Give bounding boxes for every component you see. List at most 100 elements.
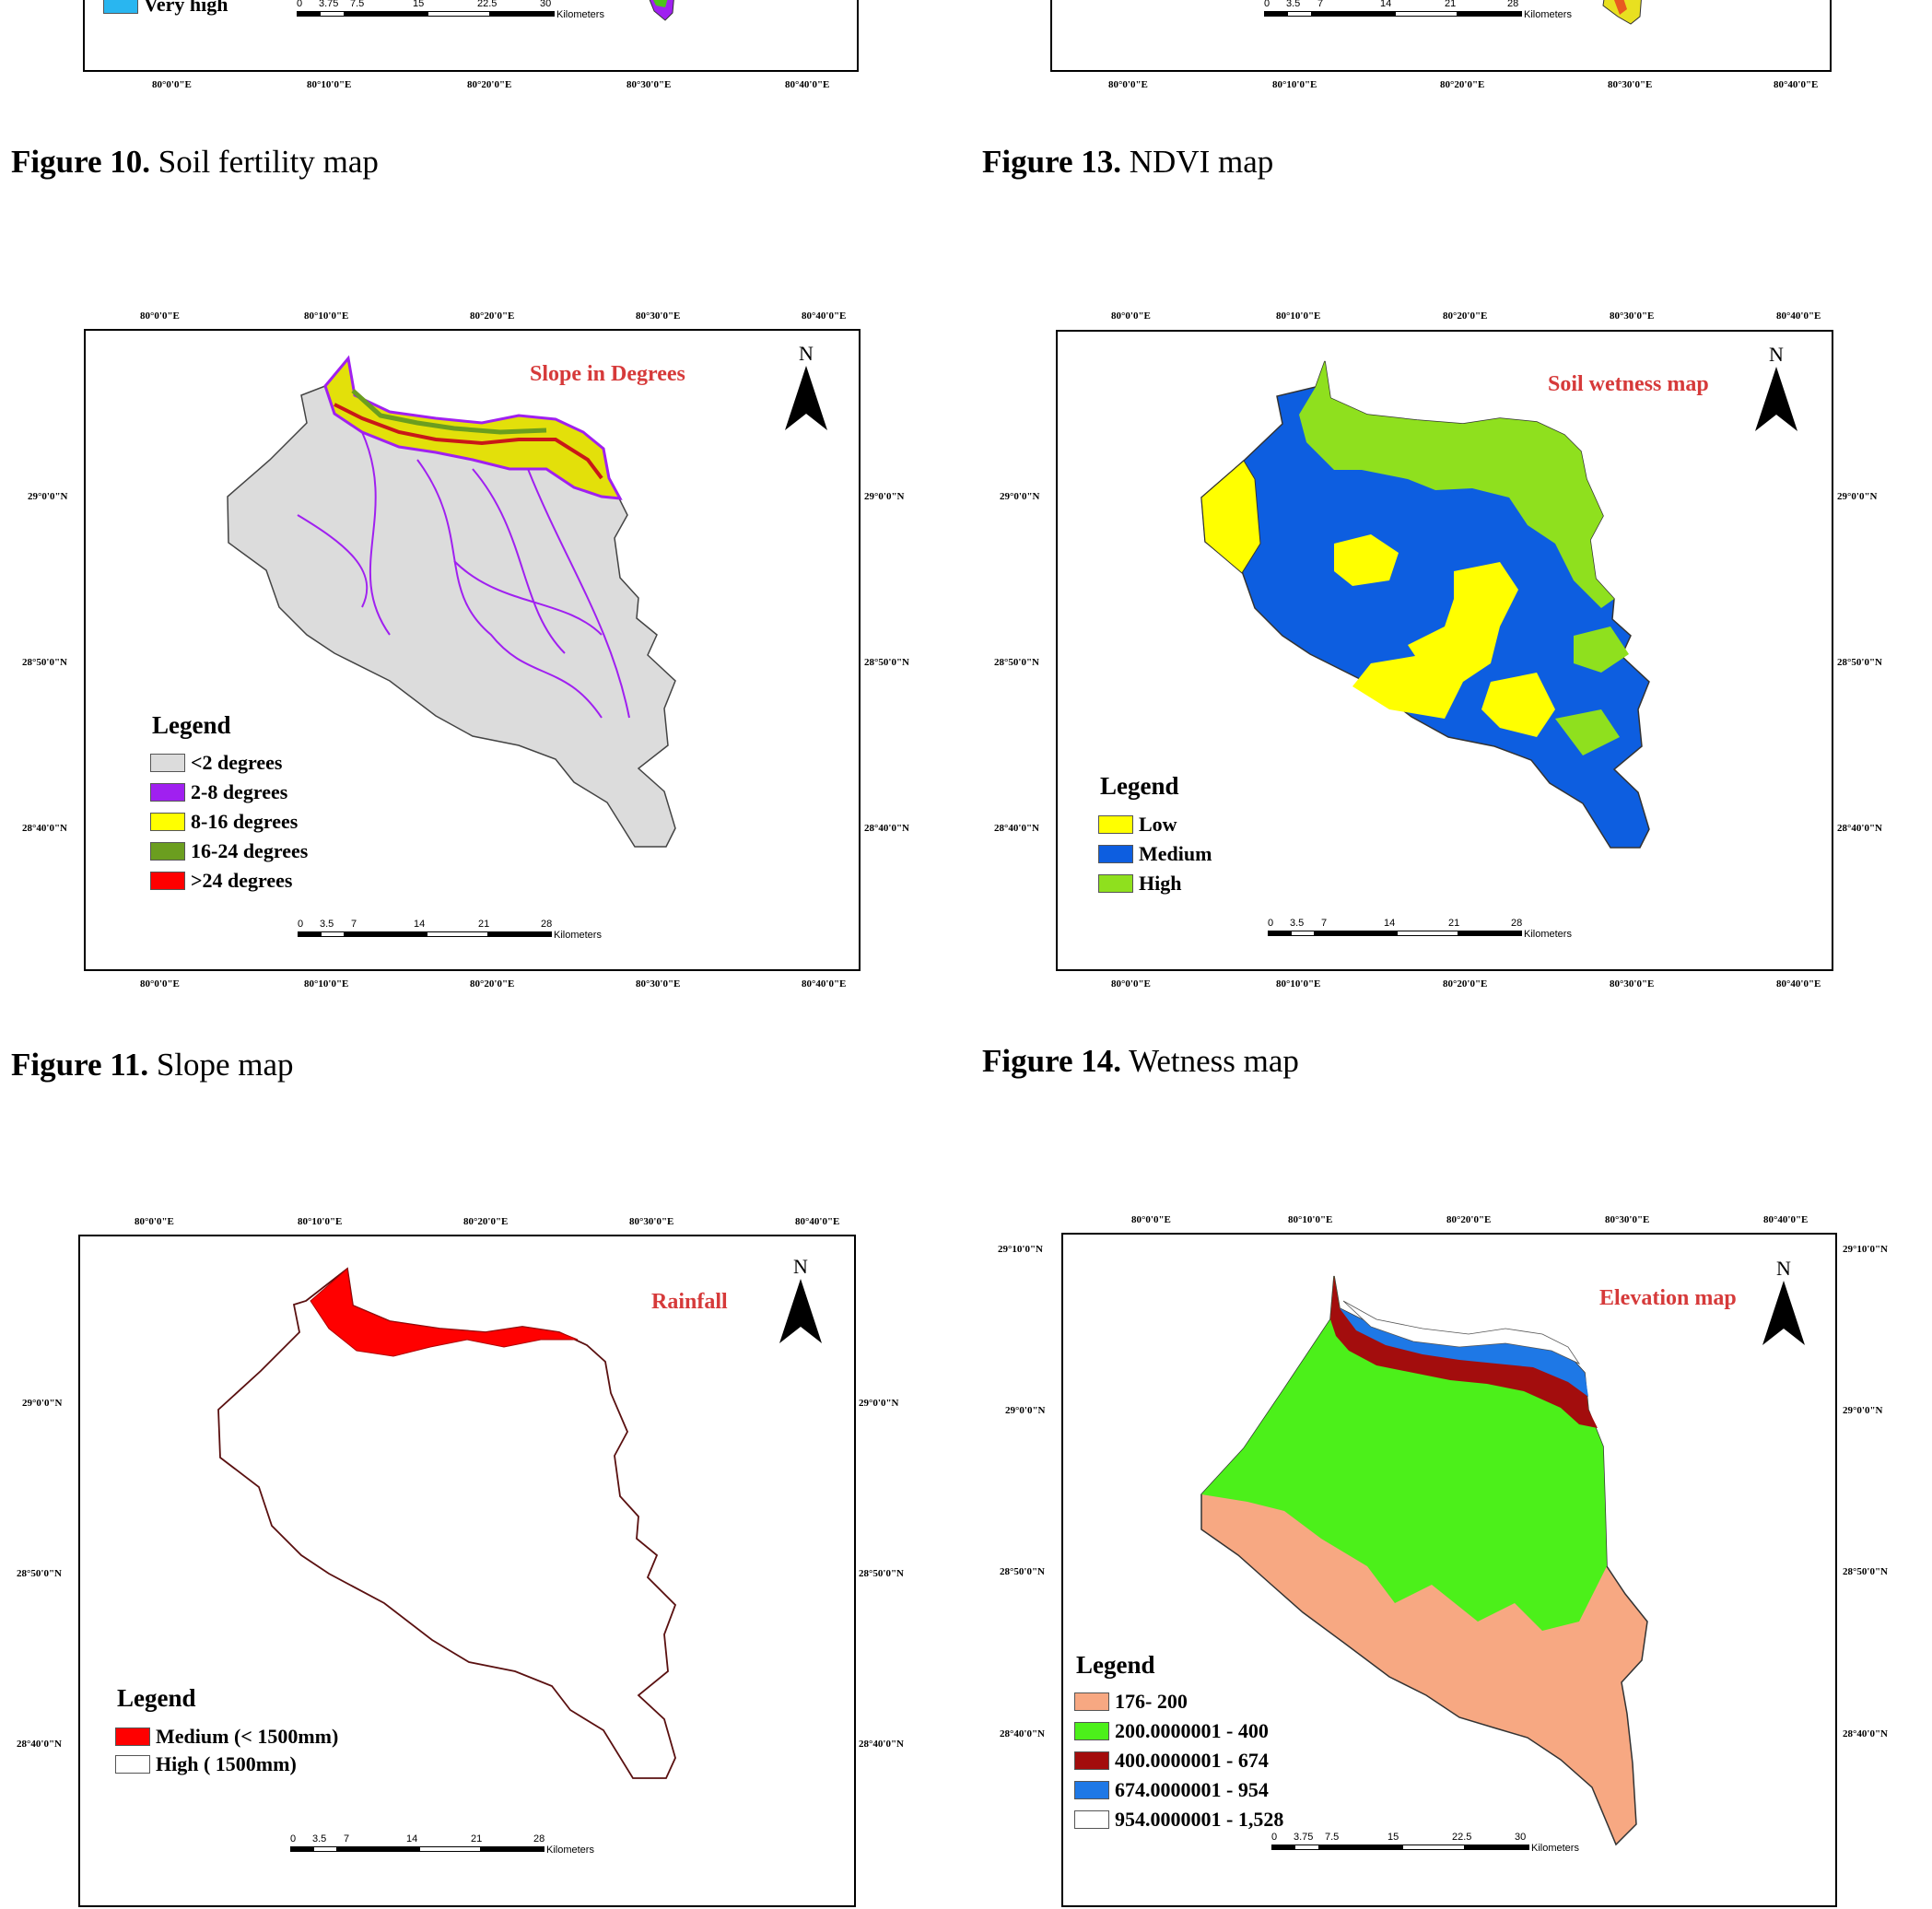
elevation-legend-item: 200.0000001 - 400 (1074, 1719, 1269, 1743)
figure-13-caption: Figure 13. NDVI map (982, 144, 1274, 180)
lat-tick: 29°0'0"N (859, 1398, 899, 1409)
figure-14-caption: Figure 14. Wetness map (982, 1043, 1299, 1079)
lon-tick: 80°30'0"E (1610, 978, 1655, 990)
figure-11-caption: Figure 11. Slope map (11, 1047, 294, 1083)
scale-unit: Kilometers (1531, 1843, 1579, 1854)
north-arrow-icon (1755, 367, 1797, 431)
scale-label: 15 (413, 0, 425, 9)
slope-legend-item: <2 degrees (150, 751, 283, 775)
lon-tick: 80°0'0"E (1131, 1214, 1171, 1225)
lat-tick: 28°50'0"N (859, 1568, 905, 1579)
scale-label: 0 (290, 1833, 297, 1845)
rainfall-district-polygon (217, 1267, 677, 1779)
fig10-legend-item: Very high (103, 0, 228, 17)
elevation-legend-item: 176- 200 (1074, 1690, 1188, 1714)
scale-label: 0 (298, 919, 304, 930)
wetness-legend-title: Legend (1100, 772, 1179, 800)
scale-label: 7.5 (1325, 1832, 1340, 1843)
scale-label: 7 (344, 1833, 350, 1845)
lon-tick: 80°10'0"E (1276, 310, 1321, 322)
scale-label: 0 (1264, 0, 1270, 9)
scale-label: 30 (1515, 1832, 1527, 1843)
scale-label: 21 (1448, 918, 1460, 929)
scale-label: 14 (1380, 0, 1392, 9)
scale-label: 0 (297, 0, 303, 9)
slope-legend-item: 2-8 degrees (150, 780, 287, 804)
scale-numbers: 0 3.75 7.5 15 22.5 30 (297, 0, 555, 11)
slope-legend-title: Legend (152, 711, 231, 739)
lon-tick: 80°30'0"E (626, 79, 672, 90)
lat-tick: 29°0'0"N (22, 1398, 63, 1409)
scale-label: 3.5 (1286, 0, 1301, 9)
north-arrow: N (1761, 1257, 1807, 1349)
wetness-legend-item: Low (1098, 813, 1177, 837)
scale-label: 14 (406, 1833, 418, 1845)
lat-tick: 29°0'0"N (28, 491, 68, 502)
fig13-map-frame: 0 3.5 7 14 21 28 Kilometers (1050, 0, 1832, 72)
wetness-legend-item: Medium (1098, 842, 1212, 866)
elevation-legend-item: 954.0000001 - 1,528 (1074, 1808, 1283, 1832)
lon-tick: 80°30'0"E (1605, 1214, 1650, 1225)
lat-tick: 28°40'0"N (859, 1739, 905, 1750)
lon-tick: 80°40'0"E (1776, 978, 1821, 990)
rainfall-map-title: Rainfall (651, 1290, 728, 1314)
north-label: N (793, 1255, 808, 1278)
scale-label: 0 (1271, 1832, 1278, 1843)
lon-tick: 80°10'0"E (1288, 1214, 1333, 1225)
lat-tick: 29°0'0"N (1837, 491, 1878, 502)
elevation-scale-bar: 0 3.75 7.5 15 22.5 30 Kilometers (1271, 1832, 1579, 1854)
scale-label: 28 (1511, 918, 1523, 929)
lon-tick: 80°20'0"E (1440, 79, 1485, 90)
lat-tick: 28°50'0"N (17, 1568, 63, 1579)
elevation-map-title: Elevation map (1599, 1286, 1737, 1310)
scale-label: 30 (540, 0, 552, 9)
lon-tick: 80°40'0"E (802, 978, 847, 990)
rainfall-legend-title: Legend (117, 1684, 196, 1712)
lon-tick: 80°40'0"E (802, 310, 847, 322)
rainfall-map-frame: Rainfall N Legend Medium (< 1500mm) High… (78, 1235, 856, 1907)
lon-tick: 80°10'0"E (298, 1216, 343, 1227)
scale-label: 21 (471, 1833, 483, 1845)
lon-tick: 80°10'0"E (1272, 79, 1317, 90)
legend-swatch (1074, 1751, 1109, 1770)
lat-tick: 28°40'0"N (994, 823, 1040, 834)
lon-tick: 80°30'0"E (636, 978, 681, 990)
north-arrow-icon (785, 366, 827, 430)
scale-label: 0 (1268, 918, 1274, 929)
north-arrow-icon (1762, 1281, 1805, 1345)
lon-tick: 80°40'0"E (1763, 1214, 1809, 1225)
lat-tick: 28°50'0"N (994, 657, 1040, 668)
lon-tick: 80°10'0"E (304, 978, 349, 990)
wetness-map-title: Soil wetness map (1548, 372, 1709, 396)
slope-legend-item: >24 degrees (150, 869, 293, 893)
fig10-legend-swatch (103, 0, 138, 14)
lon-tick: 80°0'0"E (135, 1216, 174, 1227)
scale-label: 3.75 (1294, 1832, 1314, 1843)
elevation-legend-item: 400.0000001 - 674 (1074, 1749, 1269, 1773)
legend-swatch (1098, 874, 1133, 893)
figure-10-caption: Figure 10. Soil fertility map (11, 144, 379, 180)
lat-tick: 28°40'0"N (864, 823, 910, 834)
legend-swatch (1098, 845, 1133, 863)
slope-district-polygon (227, 355, 676, 848)
lat-tick: 28°50'0"N (1837, 657, 1883, 668)
scale-label: 22.5 (1452, 1832, 1472, 1843)
legend-swatch (1074, 1692, 1109, 1711)
lon-tick: 80°10'0"E (307, 79, 352, 90)
north-arrow: N (783, 342, 829, 434)
legend-swatch (1098, 815, 1133, 834)
scale-unit: Kilometers (1524, 929, 1572, 940)
scale-label: 3.75 (319, 0, 339, 9)
fig13-district-fragment (1602, 0, 1642, 25)
lat-tick: 28°50'0"N (864, 657, 910, 668)
lon-tick: 80°40'0"E (785, 79, 830, 90)
legend-swatch (115, 1727, 150, 1746)
lon-tick: 80°0'0"E (1111, 310, 1151, 322)
scale-label: 7 (351, 919, 357, 930)
scale-label: 7 (1317, 0, 1324, 9)
lat-tick: 28°50'0"N (1000, 1566, 1046, 1577)
lat-tick: 28°40'0"N (1000, 1728, 1046, 1739)
north-label: N (1769, 343, 1784, 366)
slope-scale-bar: 0 3.5 7 14 21 28 Kilometers (298, 919, 602, 941)
legend-swatch (150, 872, 185, 890)
